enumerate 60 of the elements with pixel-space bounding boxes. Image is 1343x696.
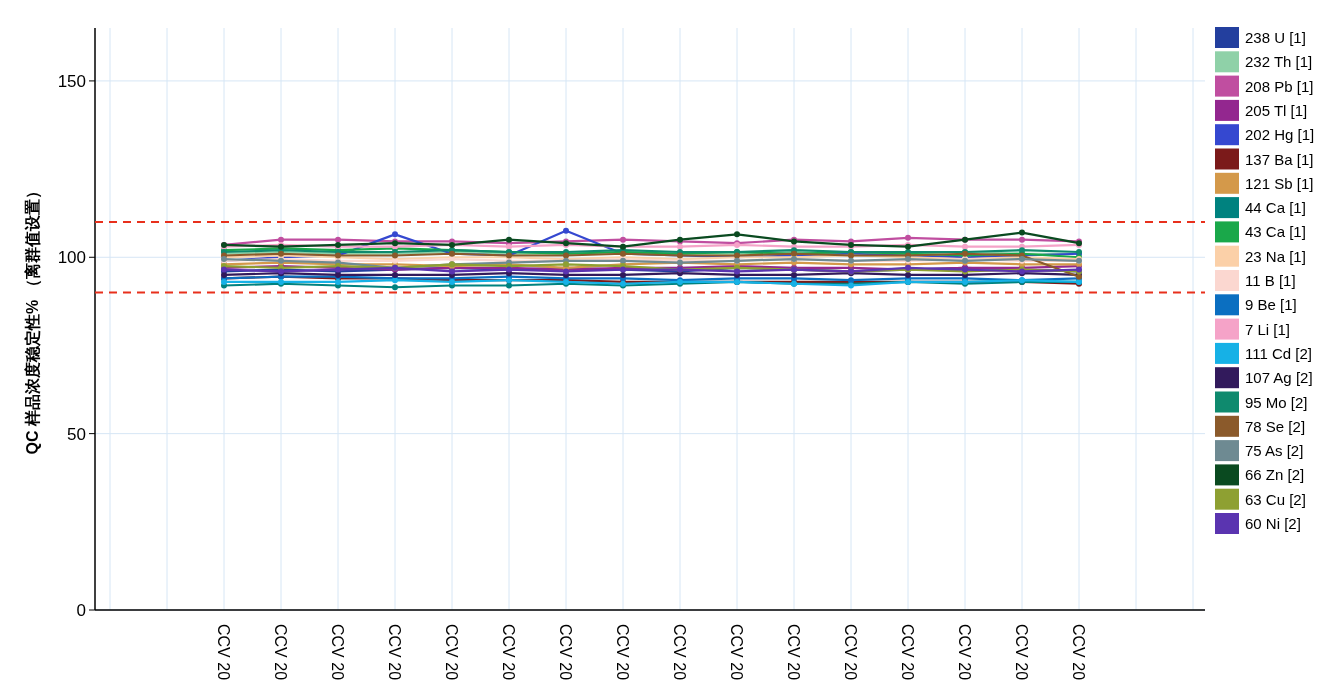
legend-label: 202 Hg [1] <box>1245 126 1315 144</box>
legend-label: 137 Ba [1] <box>1245 150 1314 168</box>
x-tick-label: CCV 20 <box>329 624 346 681</box>
legend-label: 78 Se [2] <box>1245 417 1306 435</box>
x-tick-label: CCV 20 <box>785 624 802 681</box>
legend-label: 44 Ca [1] <box>1245 199 1306 217</box>
point <box>335 236 341 243</box>
point <box>677 243 683 250</box>
x-tick-label: CCV 20 <box>386 624 403 681</box>
x-tick-label: CCV 20 <box>500 624 517 681</box>
point <box>506 282 512 289</box>
legend-label: 121 Sb [1] <box>1245 174 1314 192</box>
x-tick-label: CCV 20 <box>215 624 232 681</box>
x-tick-label: CCV 20 <box>899 624 916 681</box>
legend-label: 205 Tl [1] <box>1245 101 1308 119</box>
x-tick-label: CCV 20 <box>671 624 688 681</box>
legend-label: 60 Ni [2] <box>1245 515 1301 532</box>
legend-label: 95 Mo [2] <box>1245 393 1308 411</box>
legend-label: 23 Na [1] <box>1245 247 1306 265</box>
x-tick-label: CCV 20 <box>557 624 574 681</box>
x-tick-label: CCV 20 <box>842 624 859 681</box>
point <box>905 234 911 241</box>
legend-label: 208 Pb [1] <box>1245 77 1314 95</box>
x-tick-label: CCV 20 <box>443 624 460 681</box>
legend-label: 107 Ag [2] <box>1245 369 1313 387</box>
x-tick-label: CCV 20 <box>272 624 289 681</box>
y-tick-label: 50 <box>67 424 86 444</box>
legend-label: 238 U [1] <box>1245 29 1306 46</box>
point <box>620 271 626 278</box>
y-axis-title: QC 样品浓度稳定性% （离群值设置） <box>23 183 42 455</box>
point <box>734 231 740 238</box>
point <box>563 227 569 234</box>
point <box>392 284 398 291</box>
x-tick-label: CCV 20 <box>614 624 631 681</box>
y-tick-label: 150 <box>57 71 86 91</box>
legend-label: 11 B [1] <box>1245 272 1296 289</box>
point <box>962 243 968 250</box>
point <box>791 271 797 278</box>
x-tick-label: CCV 20 <box>1070 624 1087 681</box>
legend-label: 9 Be [1] <box>1245 296 1297 314</box>
legend-label: 63 Cu [2] <box>1245 490 1306 508</box>
point <box>905 271 911 278</box>
legend-label: 111 Cd [2] <box>1245 344 1312 362</box>
point <box>278 236 284 243</box>
x-tick-label: CCV 20 <box>956 624 973 681</box>
legend-label: 43 Ca [1] <box>1245 223 1306 241</box>
legend-label: 75 As [2] <box>1245 442 1304 460</box>
x-tick-label: CCV 20 <box>1013 624 1030 681</box>
y-tick-label: 100 <box>57 248 86 268</box>
point <box>506 236 512 243</box>
y-tick-label: 0 <box>76 601 86 620</box>
legend-label: 7 Li [1] <box>1245 320 1291 338</box>
x-tick-label: CCV 20 <box>728 624 745 681</box>
point <box>392 231 398 238</box>
legend-label: 66 Zn [2] <box>1245 466 1305 484</box>
point <box>620 236 626 243</box>
point <box>392 271 398 278</box>
legend-label: 232 Th [1] <box>1245 53 1313 71</box>
point <box>1019 236 1025 243</box>
point <box>1019 229 1025 236</box>
